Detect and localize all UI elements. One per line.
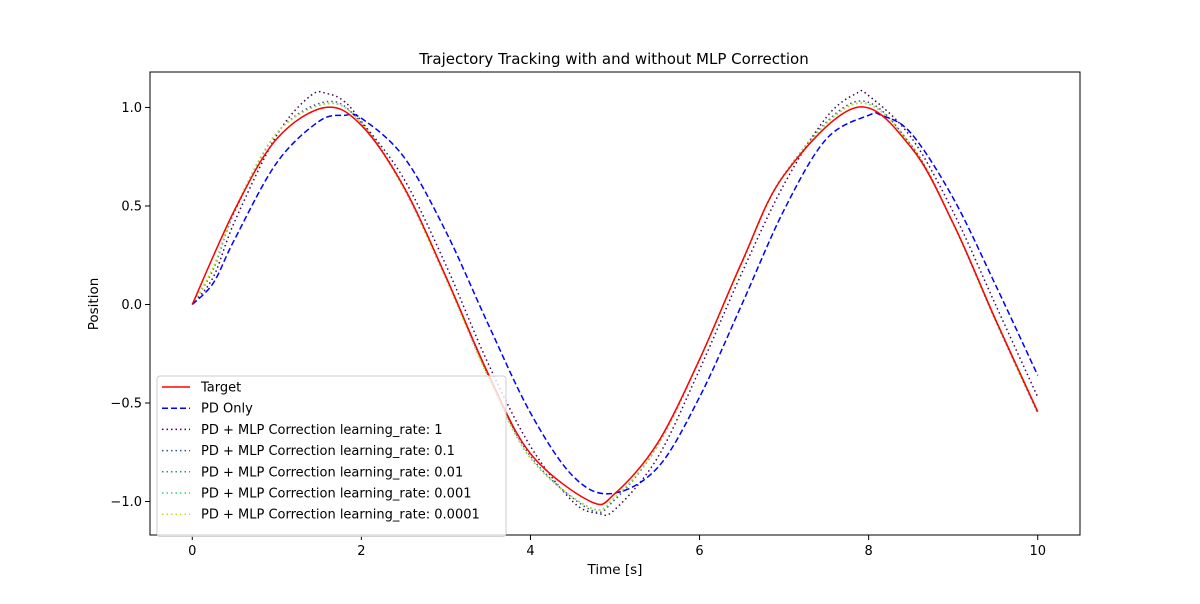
legend-box <box>156 375 507 537</box>
x-tick-label: 0 <box>188 544 196 559</box>
series-layer <box>191 89 1039 517</box>
y-tick-label: 0.5 <box>121 199 142 214</box>
legend-label: PD + MLP Correction learning_rate: 0.000… <box>201 508 480 523</box>
series-line-0 <box>191 106 1039 506</box>
series-line-3 <box>191 100 1039 514</box>
series-line-1 <box>191 112 1039 495</box>
legend-label: PD + MLP Correction learning_rate: 0.001 <box>201 487 472 502</box>
y-tick-label: 0.0 <box>121 298 142 313</box>
x-tick-label: 10 <box>1029 544 1046 559</box>
y-tick-label: 1.0 <box>121 101 142 116</box>
legend-label: PD + MLP Correction learning_rate: 0.1 <box>201 444 455 459</box>
y-axis: −1.0 −0.5 0.0 0.5 1.0 <box>110 101 150 510</box>
x-tick-label: 8 <box>864 544 872 559</box>
x-tick-label: 4 <box>526 544 534 559</box>
x-axis: 0 2 4 6 8 10 <box>188 535 1046 559</box>
legend-label: PD + MLP Correction learning_rate: 0.01 <box>201 465 463 480</box>
legend-label: Target <box>200 381 241 396</box>
legend-label: PD Only <box>201 402 253 417</box>
x-axis-label: Time [s] <box>587 562 643 578</box>
y-tick-label: −0.5 <box>110 396 142 411</box>
plot-border <box>149 71 1081 536</box>
chart-title: Trajectory Tracking with and without MLP… <box>418 50 809 68</box>
legend-label: PD + MLP Correction learning_rate: 1 <box>201 423 443 438</box>
x-tick-label: 6 <box>695 544 703 559</box>
series-line-6 <box>191 102 1039 511</box>
y-axis-label: Position <box>86 278 102 331</box>
x-tick-label: 2 <box>357 544 365 559</box>
legend: Target PD Only PD + MLP Correction learnin… <box>156 375 507 537</box>
y-tick-label: −1.0 <box>110 495 142 510</box>
